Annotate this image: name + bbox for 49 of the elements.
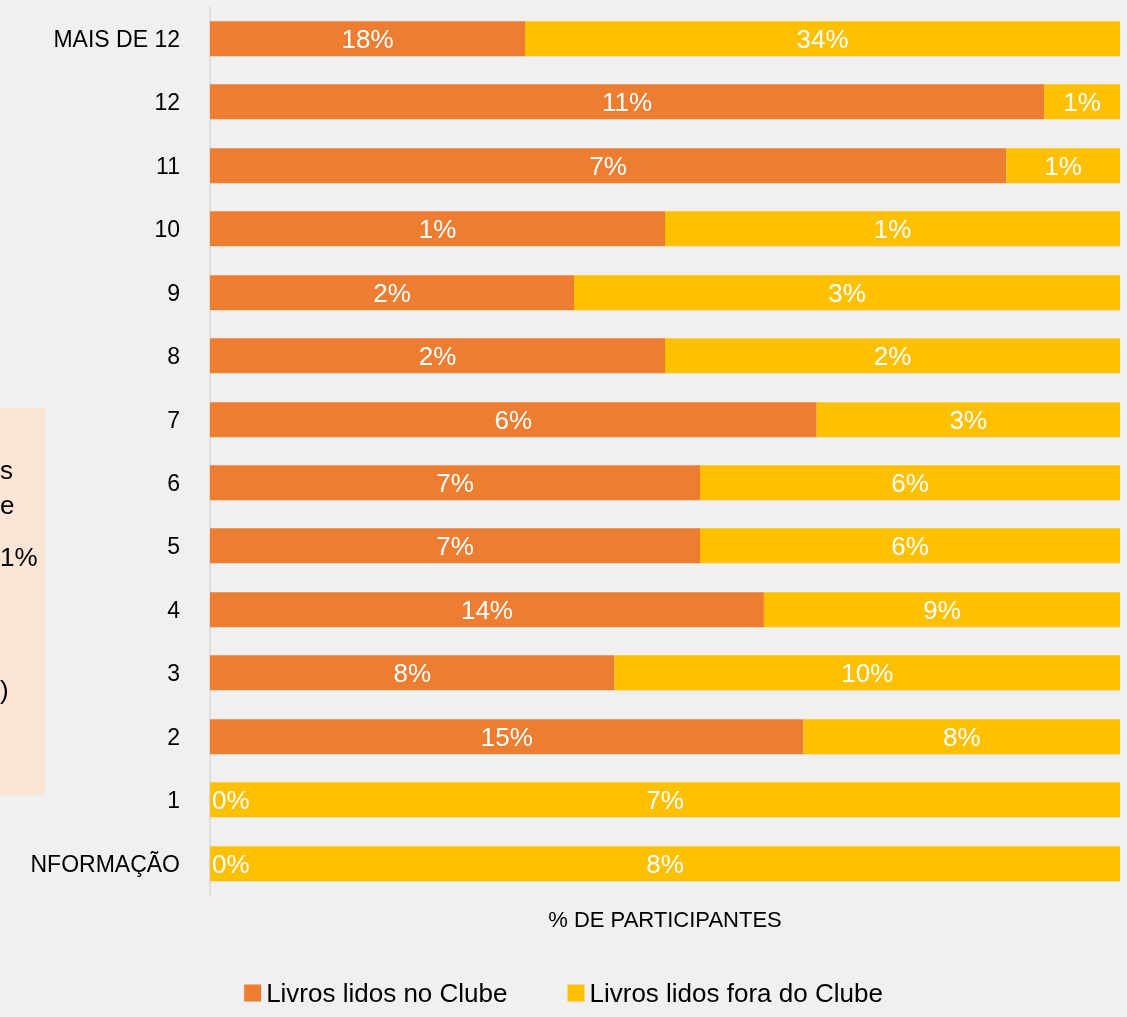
data-label: 8% — [942, 721, 981, 752]
data-label: 11% — [602, 87, 653, 118]
data-label: 0% — [212, 848, 250, 879]
data-label: 3% — [949, 404, 988, 435]
data-label: 2% — [373, 277, 411, 308]
data-label: 7% — [589, 150, 627, 181]
x-axis-title: % DE PARTICIPANTES — [548, 906, 782, 932]
data-label: 7% — [436, 467, 474, 498]
y-tick-label: 5 — [167, 533, 180, 560]
legend-label: Livros lidos no Clube — [266, 977, 508, 1008]
data-label: 18% — [341, 23, 394, 54]
text: s — [0, 455, 13, 485]
data-label: 14% — [460, 594, 513, 625]
text: e — [0, 490, 15, 520]
data-label: 9% — [923, 594, 961, 625]
legend-label: Livros lidos fora do Clube — [589, 977, 883, 1008]
y-tick-label: 7 — [167, 406, 180, 433]
data-label: 1% — [1044, 150, 1082, 181]
data-label: 7% — [646, 784, 684, 815]
y-tick-label: 2 — [167, 723, 180, 750]
data-label: 6% — [891, 467, 929, 498]
data-label: 8% — [646, 848, 684, 879]
data-label: 1% — [1063, 87, 1101, 118]
y-tick-label: 1 — [167, 786, 180, 813]
y-tick-label: MAIS DE 12 — [53, 25, 180, 52]
y-tick-label: 3 — [167, 660, 180, 686]
data-label: 10% — [841, 658, 894, 688]
y-tick-label: NFORMAÇÃO — [30, 850, 180, 877]
y-tick-label: 8 — [167, 342, 180, 369]
data-label: 2% — [418, 340, 457, 371]
y-tick-label: 11 — [156, 152, 180, 179]
text: 1% — [0, 542, 38, 572]
y-tick-label: 4 — [167, 596, 181, 623]
data-label: 15% — [480, 721, 533, 752]
data-label: 1% — [873, 214, 912, 244]
data-label: 2% — [873, 340, 912, 371]
data-label: 6% — [891, 531, 929, 562]
data-label: 3% — [828, 277, 866, 308]
y-tick-label: 10 — [154, 216, 180, 242]
data-label: 1% — [418, 214, 457, 244]
data-label: 8% — [393, 658, 432, 688]
y-tick-label: 6 — [167, 469, 180, 496]
y-tick-label: 12 — [154, 89, 180, 116]
data-label: 6% — [494, 404, 533, 435]
y-tick-label: 9 — [167, 279, 180, 306]
data-label: 34% — [796, 23, 849, 54]
text: ) — [0, 675, 9, 705]
data-label: 7% — [436, 531, 474, 562]
data-label: 0% — [212, 784, 250, 815]
